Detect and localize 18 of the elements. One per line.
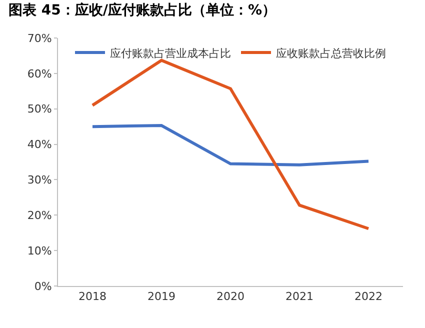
legend-label: 应收账款占总营收比例 bbox=[276, 46, 386, 60]
chart-title: 图表 45：应收/应付账款占比（单位：%） bbox=[8, 2, 276, 19]
x-tick-label: 2022 bbox=[354, 290, 382, 304]
y-tick-label: 50% bbox=[27, 102, 52, 116]
y-tick-label: 30% bbox=[27, 174, 52, 187]
x-tick-label: 2019 bbox=[148, 290, 176, 304]
y-tick-label: 0% bbox=[34, 280, 52, 293]
line-series bbox=[91, 58, 370, 230]
x-tick-label: 2020 bbox=[216, 290, 244, 304]
y-tick-label: 20% bbox=[27, 208, 52, 222]
y-tick-label: 60% bbox=[27, 67, 52, 80]
line-series bbox=[91, 124, 370, 166]
y-tick-label: 70% bbox=[27, 32, 52, 45]
x-tick-label: 2018 bbox=[78, 290, 106, 304]
legend-label: 应付账款占营业成本占比 bbox=[110, 46, 231, 60]
x-tick-label: 2021 bbox=[286, 290, 314, 304]
y-tick-label: 40% bbox=[27, 138, 52, 152]
y-tick-label: 10% bbox=[27, 244, 52, 258]
